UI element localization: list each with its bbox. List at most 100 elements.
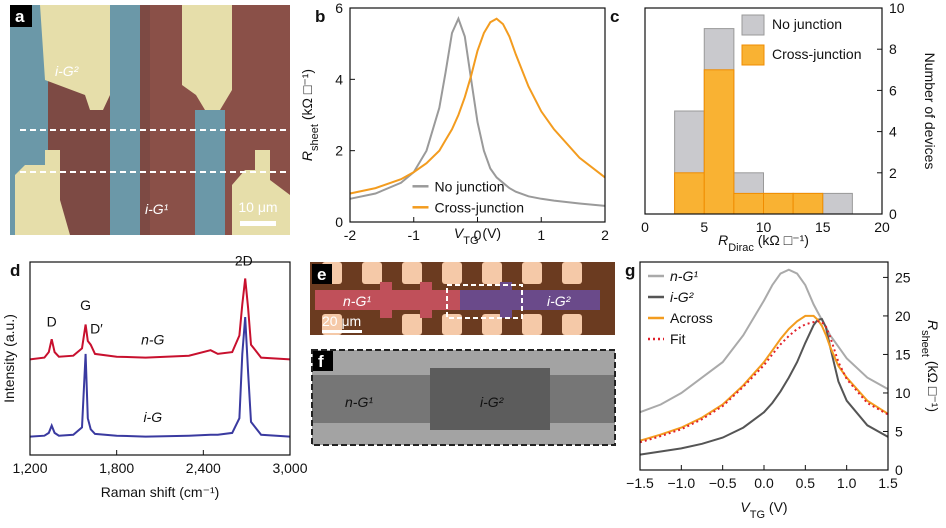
legend-label: Fit — [670, 331, 686, 347]
legend-label: No junction — [772, 16, 842, 32]
axis-label: Intensity (a.u.) — [1, 314, 17, 403]
y-tick-label: 25 — [895, 269, 911, 285]
x-tick-label: 0.0 — [754, 475, 774, 491]
contact-pad — [15, 150, 70, 235]
y-tick-label: 8 — [889, 41, 897, 57]
bar — [763, 192, 794, 215]
label-part: V — [454, 225, 465, 241]
panel-letter: b — [315, 7, 325, 26]
y-tick-label: 4 — [335, 71, 343, 87]
y-tick-label: 2 — [889, 165, 897, 181]
series-line — [349, 17, 606, 195]
bar — [733, 192, 764, 215]
pad — [562, 262, 582, 284]
x-tick-label: 1.5 — [878, 475, 898, 491]
panel-letter: c — [610, 7, 619, 26]
axis-label: Rsheet (kΩ □⁻¹) — [919, 320, 941, 412]
n-region — [420, 282, 432, 318]
panel-f: f n-G¹ i-G² — [311, 349, 616, 446]
bar — [674, 172, 705, 215]
x-tick-label: 2 — [601, 227, 609, 243]
pad — [482, 262, 502, 284]
letter-box — [313, 351, 333, 371]
series-line — [639, 317, 889, 456]
legend-label: Cross-junction — [435, 199, 524, 215]
annotation: 2D — [235, 253, 253, 269]
annotation: D′ — [90, 321, 103, 337]
y-tick-label: 0 — [895, 462, 903, 478]
pad — [522, 262, 542, 284]
region-label: n-G¹ — [345, 394, 373, 410]
y-tick-label: 10 — [895, 385, 911, 401]
label-part: TG — [750, 509, 765, 521]
label-part: Dirac — [728, 242, 754, 254]
region-label: n-G¹ — [343, 293, 371, 309]
y-tick-label: 0 — [889, 206, 897, 222]
region-label: i-G² — [480, 394, 505, 410]
letter-box — [10, 5, 32, 27]
series-line — [639, 268, 889, 414]
x-tick-label: −1.5 — [626, 475, 654, 491]
annotation: G — [80, 297, 91, 313]
label-part: V — [740, 499, 751, 515]
y-tick-label: 2 — [335, 143, 343, 159]
panel-letter: a — [15, 7, 25, 26]
scale-bar — [240, 221, 276, 226]
pad — [482, 314, 502, 335]
legend-swatch — [741, 44, 765, 66]
legend-label: No junction — [435, 178, 505, 194]
pad — [362, 262, 382, 284]
legend-label: i-G² — [670, 289, 695, 305]
i-region — [460, 290, 600, 310]
scale-bar-label: 10 μm — [238, 199, 277, 215]
plot-frame — [639, 261, 889, 471]
y-tick-label: 6 — [335, 0, 343, 16]
x-tick-label: 1.0 — [837, 475, 857, 491]
panel-letter: f — [318, 352, 324, 371]
series-line — [639, 314, 889, 442]
legend-label: n-G¹ — [670, 268, 698, 284]
label-part: R — [925, 320, 941, 330]
series-line — [29, 317, 291, 438]
contact-pad — [232, 150, 290, 235]
pad — [522, 314, 542, 335]
x-tick-label: 1,200 — [12, 460, 47, 476]
x-tick-label: 0 — [641, 219, 649, 235]
axis-label: Rsheet (kΩ □⁻¹) — [299, 69, 321, 161]
label-part: (kΩ □⁻¹) — [925, 357, 941, 412]
pad — [402, 262, 422, 284]
pad — [322, 314, 342, 335]
x-tick-label: 15 — [815, 219, 831, 235]
scale-bar — [322, 330, 362, 333]
region-label: i-G² — [547, 293, 572, 309]
x-tick-label: 2,400 — [186, 460, 221, 476]
x-tick-label: 0.5 — [796, 475, 816, 491]
bar — [703, 69, 735, 215]
plot-frame — [349, 7, 606, 223]
pad — [402, 314, 422, 335]
panel-e: e n-G¹ i-G² 20 μm — [310, 262, 615, 335]
y-tick-label: 20 — [895, 308, 911, 324]
scale-bar-label: 20 μm — [322, 313, 361, 329]
axis-label: Raman shift (cm⁻¹) — [101, 484, 220, 500]
n-region — [380, 282, 392, 318]
y-tick-label: 4 — [889, 124, 897, 140]
dashed-box — [446, 284, 523, 319]
dashed-border — [311, 349, 616, 446]
pad — [562, 314, 582, 335]
bar — [822, 192, 853, 215]
annotation: i-G — [143, 409, 162, 425]
series-line — [349, 16, 606, 207]
x-tick-label: -1 — [408, 227, 421, 243]
x-tick-label: 1 — [537, 227, 545, 243]
x-tick-label: 20 — [874, 219, 890, 235]
series-line — [29, 278, 291, 361]
axis-label: VTG (V) — [740, 499, 787, 521]
i-region — [500, 282, 512, 318]
y-tick-label: 6 — [889, 82, 897, 98]
y-tick-label: 10 — [889, 0, 905, 16]
x-tick-label: 5 — [700, 219, 708, 235]
region-label: i-G¹ — [145, 201, 169, 217]
